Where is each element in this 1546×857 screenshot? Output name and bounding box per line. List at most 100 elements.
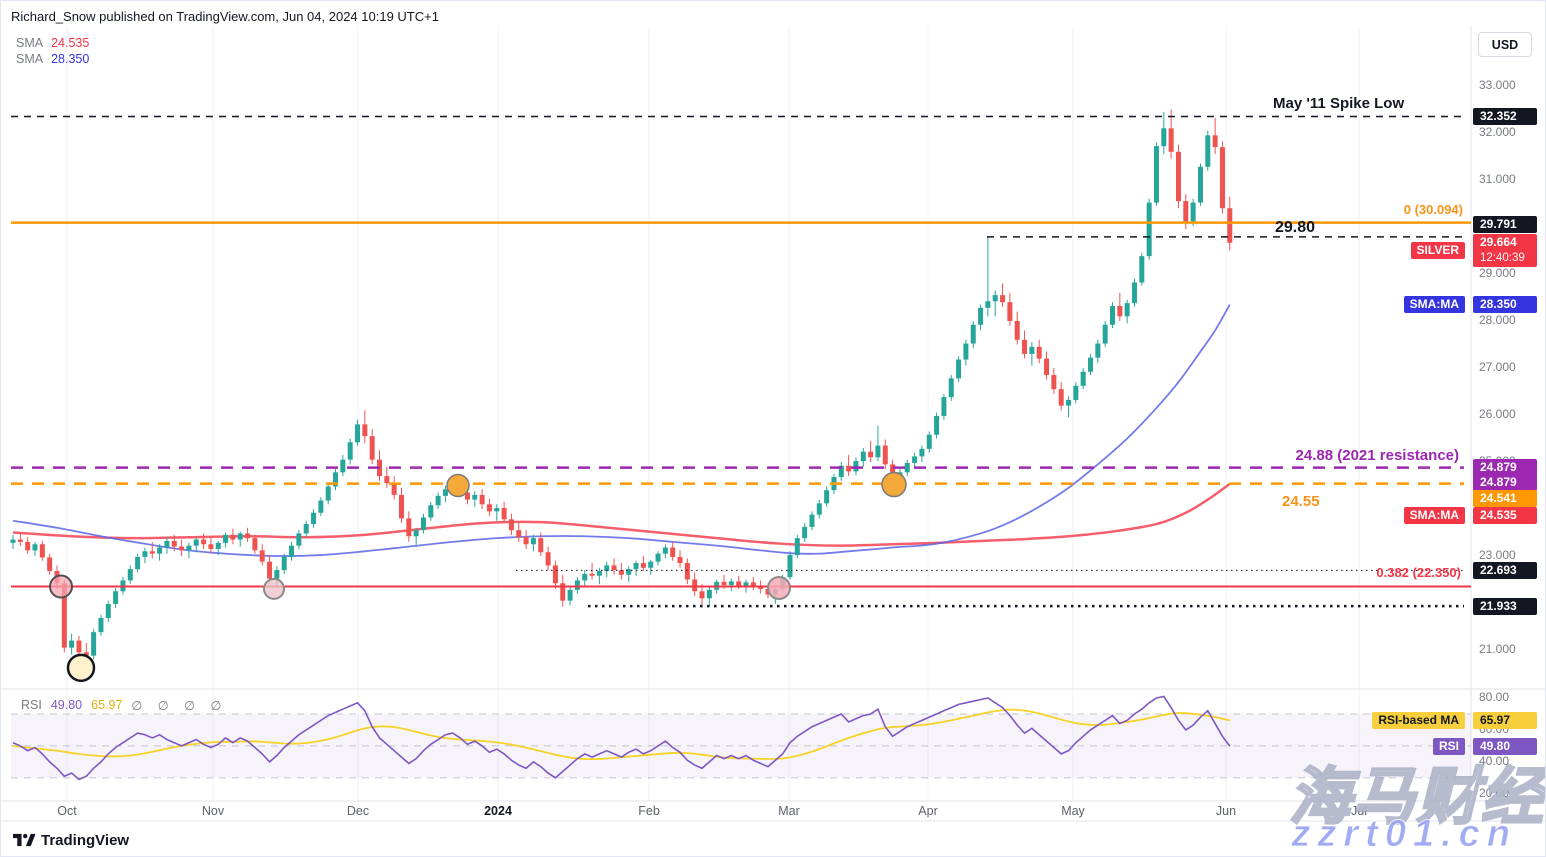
price-axis-label: 21.000 [1479, 642, 1516, 656]
candle-body [223, 534, 229, 543]
candle-body [479, 494, 485, 505]
chart-circle-marker[interactable] [881, 471, 907, 498]
rsi-line[interactable] [12, 695, 1231, 781]
candle-body [1146, 202, 1152, 257]
chart-circle-marker[interactable] [446, 473, 470, 498]
candle-body [318, 500, 324, 513]
price-axis-label: 31.000 [1479, 171, 1516, 186]
price-axis-label: 27.000 [1479, 360, 1516, 374]
candle-body [699, 591, 705, 599]
annotation-level-2980: 29.80 [1275, 219, 1316, 236]
candle-body [516, 530, 522, 538]
candle-body [1058, 389, 1064, 406]
candle-body [398, 494, 404, 519]
rsi-value: 49.80 [50, 698, 83, 712]
price-badge-value: 22.693 [1480, 563, 1517, 577]
candle-body [259, 550, 265, 562]
candle-body [1095, 343, 1101, 358]
candle-body [164, 540, 170, 548]
candle-body [721, 581, 727, 586]
chart-circle-marker[interactable] [263, 577, 285, 600]
candle-body [882, 445, 888, 465]
candle-body [992, 295, 998, 302]
candle-body [76, 640, 82, 653]
candle-body [237, 533, 243, 540]
candle-body [69, 640, 75, 648]
annotation-may11-spike-low: May '11 Spike Low [1273, 95, 1405, 112]
legend-sma-fast[interactable]: SMA 24.535 [16, 36, 89, 50]
candle-body [853, 461, 859, 472]
candle-body [1219, 147, 1225, 209]
candle-body [325, 486, 331, 501]
annotation-fib-382: 0.382 (22.350) [1376, 565, 1461, 580]
candle-body [692, 579, 698, 592]
candle-body [303, 524, 309, 534]
rsi-axis-label: 40.00 [1479, 754, 1510, 768]
time-axis-label: Apr [918, 804, 938, 818]
candle-body [1183, 201, 1189, 222]
watermark-site-name: 海马财经 [1288, 762, 1545, 834]
chart-circle-marker[interactable] [66, 653, 96, 683]
candle-body [743, 582, 749, 587]
tradingview-footer[interactable]: TradingView [13, 831, 129, 849]
candle-body [333, 472, 339, 487]
rsi-axis-label: 80.00 [1479, 690, 1510, 704]
candle-body [1124, 303, 1130, 317]
candle-body [1014, 321, 1020, 340]
chart-circle-marker[interactable] [767, 575, 791, 600]
price-badge-value: 24.541 [1480, 490, 1517, 505]
currency-toggle-button[interactable]: USD [1478, 32, 1532, 57]
price-axis-label: 29.000 [1479, 266, 1516, 280]
candle-body [252, 538, 258, 551]
candle-body [596, 571, 602, 576]
candle-body [420, 517, 426, 531]
candle-body [948, 378, 954, 398]
candle-body [98, 618, 104, 633]
candle-body [391, 483, 397, 495]
candle-body [816, 503, 822, 515]
candle-body [311, 512, 317, 525]
legend-rsi[interactable]: RSI 49.80 65.97 ∅ ∅ ∅ ∅ [21, 698, 227, 713]
sma-line[interactable] [12, 482, 1231, 547]
candle-body [1161, 128, 1167, 147]
candle-body [662, 547, 668, 554]
candle-body [912, 456, 918, 463]
price-badge: 24.879 [1473, 473, 1537, 491]
price-axis-label: 23.000 [1479, 548, 1516, 562]
candle-body [1080, 371, 1086, 386]
sma2-value: 28.350 [51, 52, 90, 66]
candle-body [1051, 375, 1057, 390]
price-badge-value: 24.879 [1480, 459, 1517, 474]
legend-sma-slow[interactable]: SMA 28.350 [16, 52, 89, 66]
time-axis-label: Oct [57, 804, 77, 818]
candle-body [384, 476, 390, 484]
sma-line[interactable] [12, 304, 1231, 557]
price-badge-value: 28.350 [1480, 297, 1517, 311]
price-axis-label: 33.000 [1479, 78, 1516, 92]
candle-body [149, 551, 155, 554]
candle-body [369, 436, 375, 460]
candle-body [142, 551, 148, 557]
price-badge: 22.693 [1473, 562, 1537, 579]
price-badge-name-pill: SMA:MA [1403, 506, 1465, 524]
candle-body [406, 518, 412, 537]
chart-circle-marker[interactable] [49, 574, 73, 599]
candle-body [435, 495, 441, 506]
candle-body [208, 544, 214, 549]
candle-body [530, 538, 536, 545]
candle-body [157, 547, 163, 554]
candle-body [1029, 346, 1035, 354]
candle-body [956, 359, 962, 379]
candle-body [838, 465, 844, 478]
candle-body [135, 556, 141, 570]
candle-body [1110, 305, 1115, 325]
price-badge-value: 32.352 [1480, 109, 1517, 123]
candle-body [963, 343, 969, 360]
candle-body [618, 570, 624, 575]
candle-body [113, 591, 119, 604]
candle-body [472, 494, 478, 500]
candle-body [32, 544, 38, 551]
candle-body [1190, 202, 1196, 222]
candle-body [1131, 282, 1137, 304]
